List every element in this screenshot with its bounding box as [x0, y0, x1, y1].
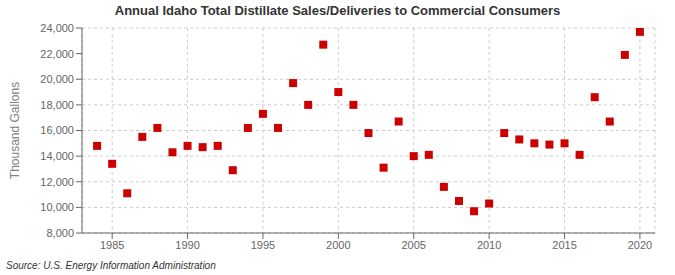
svg-text:2015: 2015 — [552, 239, 576, 251]
svg-text:20,000: 20,000 — [40, 73, 74, 85]
svg-text:1990: 1990 — [175, 239, 199, 251]
svg-text:2010: 2010 — [477, 239, 501, 251]
svg-text:16,000: 16,000 — [40, 124, 74, 136]
svg-text:2020: 2020 — [628, 239, 652, 251]
svg-text:8,000: 8,000 — [46, 227, 74, 239]
svg-text:18,000: 18,000 — [40, 99, 74, 111]
svg-text:10,000: 10,000 — [40, 201, 74, 213]
svg-text:24,000: 24,000 — [40, 22, 74, 34]
html-text:Annual Idaho Total Distillate: Annual Idaho Total Distillate Sales/Deli… — [114, 3, 561, 18]
svg-text:22,000: 22,000 — [40, 48, 74, 60]
svg-text:12,000: 12,000 — [40, 176, 74, 188]
svg-text:2000: 2000 — [326, 239, 350, 251]
html-text:Source: U.S. Energy Informatio: Source: U.S. Energy Information Administ… — [6, 260, 216, 271]
svg-text:1985: 1985 — [100, 239, 124, 251]
svg-text:Thousand Gallons: Thousand Gallons — [8, 82, 22, 179]
svg-text:14,000: 14,000 — [40, 150, 74, 162]
svg-text:1995: 1995 — [251, 239, 275, 251]
svg-text:2005: 2005 — [401, 239, 425, 251]
